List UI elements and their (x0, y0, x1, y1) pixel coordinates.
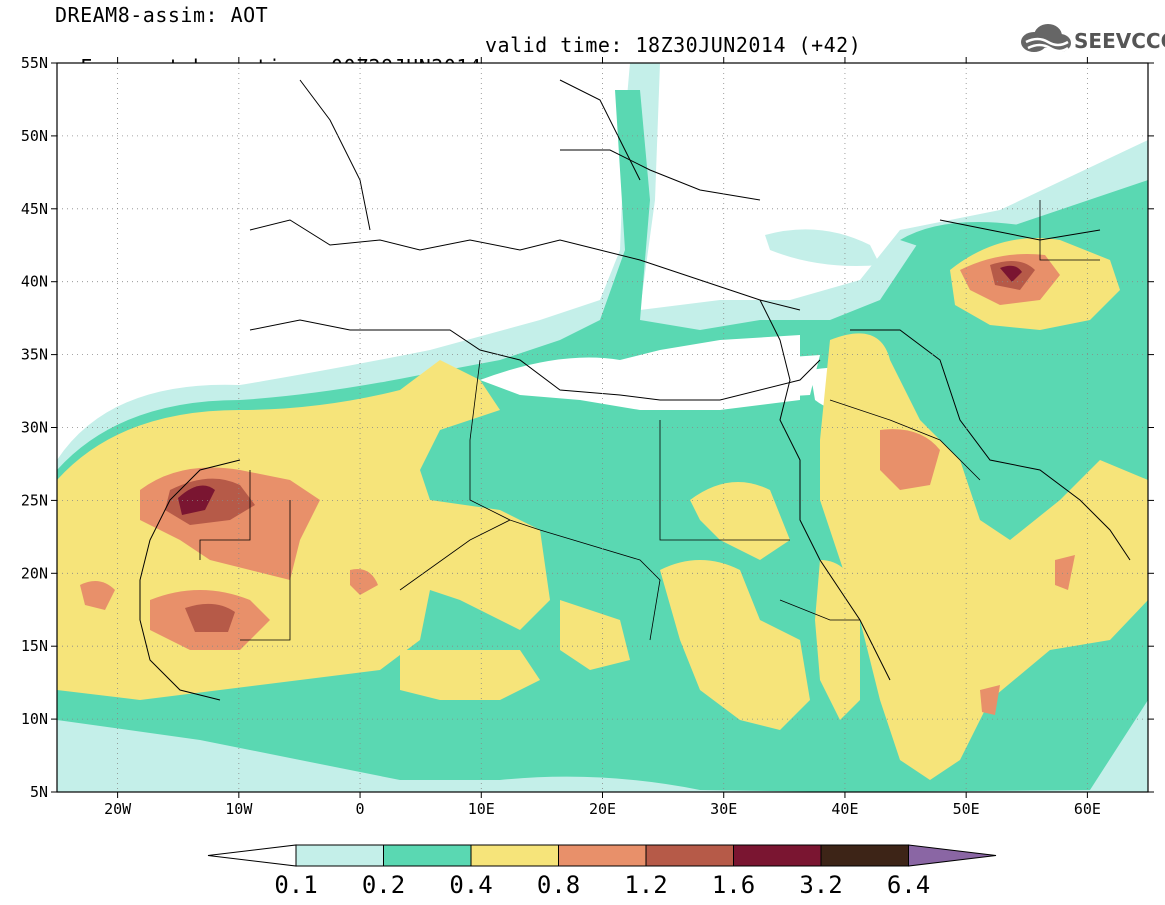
lat-label: 50N (21, 127, 48, 145)
aot-field (57, 63, 1148, 792)
lat-label: 30N (21, 419, 48, 437)
lon-label: 60E (1074, 800, 1101, 818)
graticule (57, 63, 1148, 792)
lon-label: 20W (104, 800, 132, 818)
lat-label: 10N (21, 710, 48, 728)
colorbar-over-arrow (908, 844, 997, 867)
lat-label: 20N (21, 564, 48, 582)
lon-label: 10W (225, 800, 253, 818)
colorbar-box (645, 844, 734, 867)
colorbar-box (470, 844, 559, 867)
seevccc-logo: SEEVCCC (1018, 22, 1165, 56)
coastlines (139, 79, 1131, 701)
valid-time: valid time: 18Z30JUN2014 (+42) (485, 33, 862, 57)
map-title: DREAM8-assim: AOT (55, 3, 269, 27)
colorbar-label: 1.2 (624, 871, 667, 899)
colorbar-label: 0.2 (362, 871, 405, 899)
longitude-axis: 20W 10W 0 10E 20E 30E 40E 50E 60E (104, 57, 1101, 818)
lon-label: 40E (831, 800, 858, 818)
lat-label: 5N (30, 783, 48, 801)
colorbar-label: 0.1 (274, 871, 317, 899)
lon-label: 0 (356, 800, 365, 818)
lat-label: 55N (21, 54, 48, 72)
colorbar-box (733, 844, 822, 867)
lat-label: 15N (21, 637, 48, 655)
colorbar: 0.1 0.2 0.4 0.8 1.2 1.6 3.2 6.4 (207, 844, 997, 899)
lat-label: 25N (21, 491, 48, 509)
latitude-axis: 55N 50N 45N 40N 35N 30N 25N 20N 15N 10N 5N (21, 54, 1154, 801)
colorbar-label: 3.2 (799, 871, 842, 899)
country-borders (199, 200, 1100, 641)
colorbar-box (558, 844, 647, 867)
colorbar-label: 0.4 (449, 871, 492, 899)
colorbar-label: 0.8 (537, 871, 580, 899)
cloud-icon (1021, 24, 1071, 53)
lon-label: 20E (589, 800, 616, 818)
colorbar-box (383, 844, 472, 867)
colorbar-box (295, 844, 384, 867)
aot-band-1.6 (178, 265, 1022, 515)
colorbar-box (820, 844, 909, 867)
logo-text: SEEVCCC (1074, 29, 1165, 53)
colorbar-label: 6.4 (887, 871, 930, 899)
lat-label: 45N (21, 200, 48, 218)
lon-label: 50E (953, 800, 980, 818)
lat-label: 35N (21, 346, 48, 364)
colorbar-label: 1.6 (712, 871, 755, 899)
colorbar-under-arrow (207, 844, 297, 867)
lon-label: 30E (710, 800, 737, 818)
lon-label: 10E (468, 800, 495, 818)
lat-label: 40N (21, 273, 48, 291)
